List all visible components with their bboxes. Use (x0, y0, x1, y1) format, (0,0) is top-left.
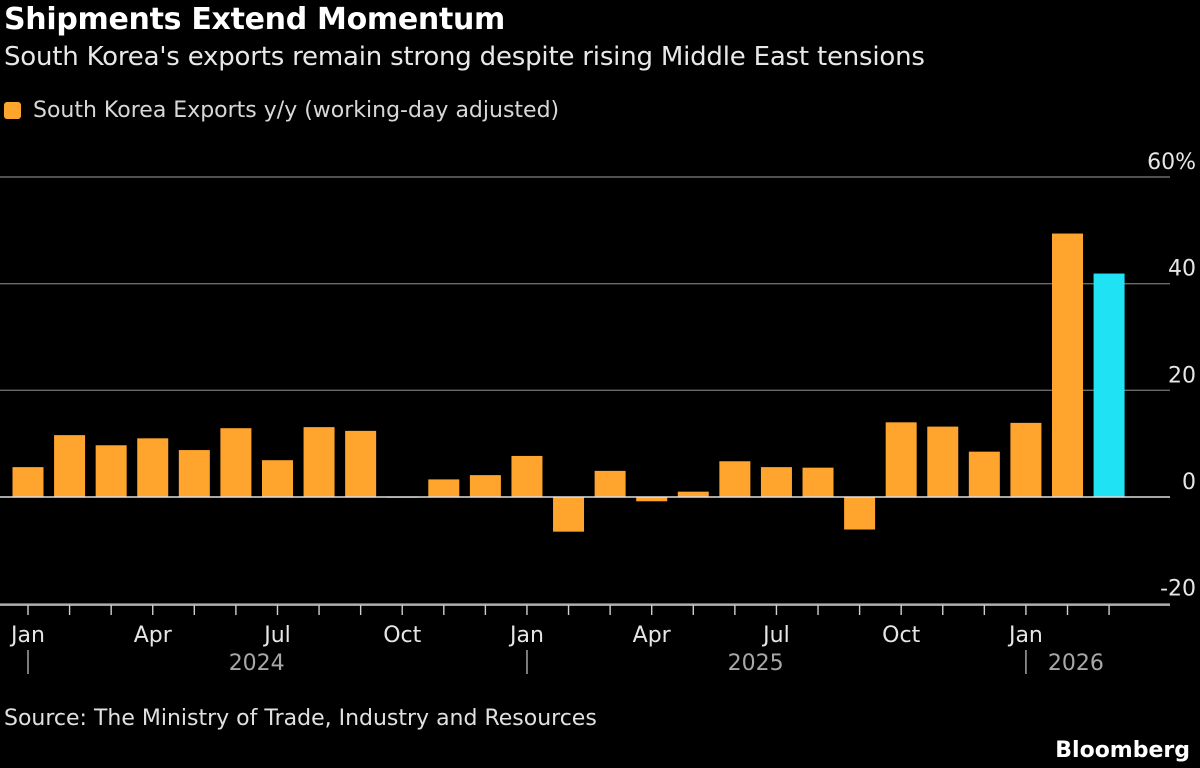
chart-title: Shipments Extend Momentum (4, 2, 506, 37)
bar-2026-02 (1052, 233, 1083, 498)
bar-2025-03 (594, 470, 626, 497)
bar-2025-09 (844, 497, 876, 530)
x-tick-label: Jan (508, 623, 544, 648)
bar-2025-11 (927, 426, 959, 497)
bar-2026-03 (1093, 273, 1125, 497)
y-tick-label: 40 (1168, 257, 1196, 282)
y-tick-label: 60% (1147, 150, 1196, 175)
x-tick-label: Jan (9, 623, 45, 648)
x-tick-label: Apr (633, 623, 672, 648)
legend-swatch (4, 102, 21, 119)
bar-2024-01 (12, 467, 44, 497)
bar-2024-02 (54, 435, 86, 497)
bar-2024-12 (469, 475, 501, 497)
x-tick-label: Oct (383, 623, 421, 648)
bar-2025-12 (968, 451, 1000, 497)
bar-2025-08 (802, 467, 834, 497)
x-tick-label: Oct (882, 623, 920, 648)
x-tick-label: Apr (134, 623, 173, 648)
chart-subtitle: South Korea's exports remain strong desp… (4, 42, 925, 72)
year-label: 2026 (1048, 651, 1104, 676)
y-tick-label: 20 (1168, 363, 1196, 388)
bar-2024-09 (345, 430, 377, 497)
y-tick-label: -20 (1160, 577, 1196, 602)
y-tick-label: 0 (1182, 470, 1196, 495)
bar-2025-05 (677, 491, 709, 497)
bar-2024-06 (220, 428, 252, 497)
bar-2025-02 (553, 497, 585, 532)
bar-2025-01 (511, 455, 543, 497)
year-label: 2025 (728, 651, 784, 676)
bar-2024-07 (261, 460, 293, 497)
bar-2025-10 (885, 422, 917, 497)
bar-2025-06 (719, 461, 751, 497)
bar-2025-04 (636, 497, 668, 502)
bar-2026-01 (1010, 422, 1042, 497)
x-tick-label: Jul (761, 623, 790, 648)
legend: South Korea Exports y/y (working-day adj… (4, 98, 559, 123)
bar-2024-05 (178, 450, 210, 497)
brand-logo: Bloomberg (1055, 738, 1190, 763)
legend-label: South Korea Exports y/y (working-day adj… (33, 98, 560, 123)
bar-2024-04 (137, 438, 169, 497)
year-label: 2024 (229, 651, 285, 676)
source-note: Source: The Ministry of Trade, Industry … (4, 706, 597, 731)
bar-2024-11 (428, 479, 460, 497)
bar-2024-08 (303, 427, 335, 497)
bar-2025-07 (760, 467, 792, 497)
x-tick-label: Jul (262, 623, 291, 648)
x-tick-label: Jan (1007, 623, 1043, 648)
bar-2024-03 (95, 445, 127, 497)
